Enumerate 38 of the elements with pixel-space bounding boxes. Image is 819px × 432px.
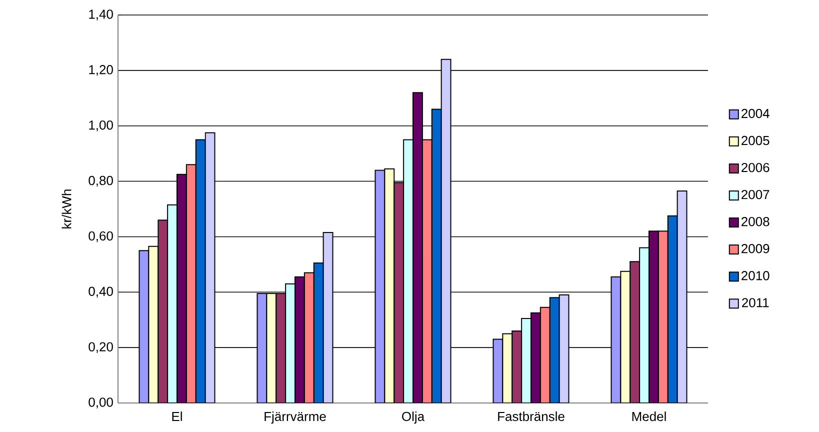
legend-label: 2004 [742,108,770,118]
y-tick-label: 0,20 [88,342,113,353]
bar [431,108,442,403]
legend-label: 2010 [742,271,770,280]
bar [648,230,659,403]
legend-label: 2009 [742,244,770,254]
bar [403,139,414,403]
bar [384,168,395,403]
y-axis-title: kr/kWh [62,190,72,228]
bar [658,230,668,403]
legend-label: 2006 [742,162,770,172]
x-tick-label: Medel [632,412,666,422]
bar [186,164,196,403]
y-tick-label: 1,40 [89,10,113,20]
y-tick-label: 0,60 [88,231,113,242]
legend-label: 2007 [742,190,770,200]
bar [322,232,334,403]
bar [195,139,206,403]
y-tick-label: 1,20 [89,65,113,76]
bar [422,139,432,403]
bar [304,272,314,403]
legend-label: 2011 [742,298,769,308]
bar [412,92,423,403]
bar [676,190,688,403]
legend-label: 2008 [742,216,770,226]
bar [667,215,678,403]
x-tick-label: El [172,412,182,421]
y-tick-label: 1,00 [89,120,113,132]
bar [176,174,187,403]
y-tick-label: 0,00 [88,398,113,408]
y-tick-label: 0,40 [88,286,113,298]
bar [440,58,452,403]
x-tick-label: Olja [402,412,425,424]
x-tick-label: Fjärrvärme [264,412,326,424]
y-tick-label: 0,80 [88,176,113,187]
legend-label: 2005 [742,136,770,146]
bar [204,132,216,403]
x-tick-label: Fastbränsle [498,412,564,422]
